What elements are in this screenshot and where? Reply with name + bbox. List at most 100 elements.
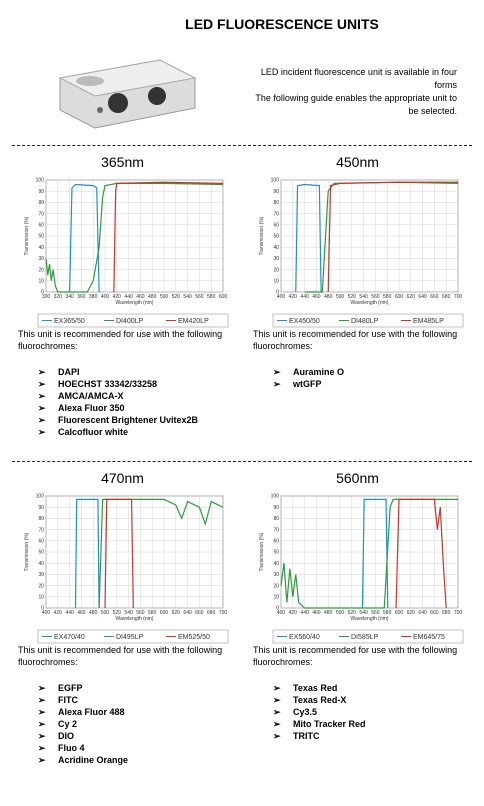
x-axis-label: Wavelength (nm) (116, 616, 154, 622)
fluorochrome: DAPI (58, 367, 80, 377)
bullet-arrow: ➢ (38, 391, 46, 401)
legend-label: EX450/50 (289, 318, 320, 325)
bullet-arrow: ➢ (38, 755, 46, 765)
x-tick-label: 480 (324, 610, 333, 616)
y-tick-label: 100 (36, 178, 45, 184)
x-tick-label: 460 (312, 610, 321, 616)
spectrum-line (104, 498, 134, 609)
x-tick-label: 660 (430, 294, 439, 300)
x-tick-label: 560 (371, 294, 380, 300)
fluorochrome: AMCA/AMCA-X (58, 391, 124, 401)
fluorochrome: Acridine Orange (58, 755, 129, 765)
bullet-arrow: ➢ (38, 743, 46, 753)
x-tick-label: 520 (348, 610, 357, 616)
bullet-arrow: ➢ (38, 427, 46, 437)
x-tick-label: 460 (77, 610, 86, 616)
bullet-arrow: ➢ (273, 683, 281, 693)
y-tick-label: 40 (38, 561, 44, 567)
spectrum-chart: 0 10 20 30 40 50 60 70 80 90 100 300 320 340 360 380 400… (24, 178, 229, 328)
y-tick-label: 30 (273, 572, 279, 578)
x-tick-label: 660 (195, 610, 204, 616)
y-tick-label: 10 (38, 595, 44, 601)
x-tick-label: 560 (371, 610, 380, 616)
y-tick-label: 80 (38, 200, 44, 206)
fluorochrome: TRITC (293, 731, 320, 741)
fluorochrome: Alexa Fluor 488 (58, 707, 125, 717)
x-tick-label: 600 (160, 610, 169, 616)
y-tick-label: 60 (273, 223, 279, 229)
page-title: LED FLUORESCENCE UNITS (185, 16, 379, 32)
y-axis-label: Transmission (%) (24, 216, 30, 255)
spectrum-line (280, 498, 458, 609)
y-tick-label: 10 (273, 279, 279, 285)
x-tick-label: 600 (219, 294, 228, 300)
x-tick-label: 380 (89, 294, 98, 300)
y-tick-label: 10 (38, 279, 44, 285)
x-tick-label: 500 (336, 610, 345, 616)
spectrum-line (395, 498, 447, 609)
x-tick-label: 500 (336, 294, 345, 300)
fluorochrome: Fluorescent Brightener Uvitex2B (58, 415, 199, 425)
y-tick-label: 10 (273, 595, 279, 601)
x-tick-label: 460 (312, 294, 321, 300)
x-tick-label: 500 (101, 610, 110, 616)
x-tick-label: 680 (207, 610, 216, 616)
fluorochrome: Texas Red-X (293, 695, 347, 705)
y-tick-label: 50 (273, 234, 279, 240)
y-tick-label: 0 (276, 606, 279, 612)
x-tick-label: 440 (124, 294, 133, 300)
x-tick-label: 620 (172, 610, 181, 616)
x-tick-label: 580 (207, 294, 216, 300)
x-tick-label: 400 (277, 610, 286, 616)
x-tick-label: 540 (124, 610, 133, 616)
y-tick-label: 90 (273, 189, 279, 195)
y-tick-label: 70 (38, 527, 44, 533)
y-tick-label: 60 (38, 223, 44, 229)
legend-label: EM420LP (178, 318, 209, 325)
legend-label: DI495LP (116, 634, 144, 641)
x-tick-label: 540 (359, 610, 368, 616)
x-tick-label: 340 (65, 294, 74, 300)
fluorochrome: wtGFP (293, 379, 322, 389)
x-tick-label: 520 (172, 294, 181, 300)
y-tick-label: 0 (276, 290, 279, 296)
x-tick-label: 300 (42, 294, 51, 300)
x-tick-label: 700 (454, 294, 463, 300)
x-axis-label: Wavelength (nm) (351, 300, 389, 306)
x-tick-label: 640 (418, 294, 427, 300)
fluorochrome: Cy3.5 (293, 707, 318, 717)
x-tick-label: 520 (113, 610, 122, 616)
legend-label: DI585LP (351, 634, 379, 641)
legend-label: EM525/50 (178, 634, 210, 641)
legend-label: EX470/40 (54, 634, 85, 641)
fluorochrome: Fluo 4 (58, 743, 85, 753)
y-tick-label: 30 (38, 572, 44, 578)
x-tick-label: 420 (289, 610, 298, 616)
x-tick-label: 440 (300, 610, 309, 616)
x-tick-label: 680 (442, 610, 451, 616)
x-tick-label: 440 (65, 610, 74, 616)
x-tick-label: 420 (289, 294, 298, 300)
intro-text: LED incident fluorescence unit is availa… (260, 67, 457, 90)
bullet-arrow: ➢ (273, 379, 281, 389)
y-tick-label: 100 (271, 494, 280, 500)
spectrum-chart: 0 10 20 30 40 50 60 70 80 90 100 400 420 440 460 480 500… (259, 494, 464, 644)
y-tick-label: 80 (273, 516, 279, 522)
separator (12, 461, 472, 462)
y-tick-label: 50 (38, 550, 44, 556)
y-tick-label: 90 (38, 505, 44, 511)
x-tick-label: 700 (219, 610, 228, 616)
y-tick-label: 70 (38, 211, 44, 217)
x-tick-label: 620 (407, 294, 416, 300)
bullet-arrow: ➢ (38, 731, 46, 741)
y-tick-label: 30 (38, 256, 44, 262)
spectrum-line (74, 498, 100, 609)
x-tick-label: 360 (77, 294, 86, 300)
x-tick-label: 540 (183, 294, 192, 300)
x-tick-label: 400 (101, 294, 110, 300)
y-tick-label: 90 (273, 505, 279, 511)
spectrum-line (327, 181, 458, 293)
x-tick-label: 540 (359, 294, 368, 300)
bullet-arrow: ➢ (273, 367, 281, 377)
x-tick-label: 480 (148, 294, 157, 300)
